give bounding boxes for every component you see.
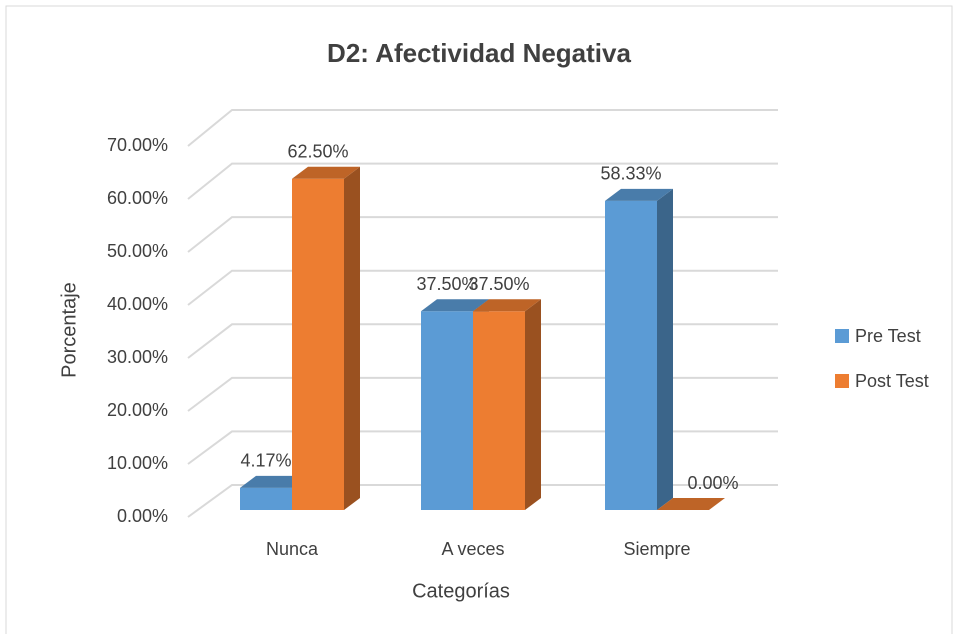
chart-title: D2: Afectividad Negativa: [327, 38, 631, 68]
y-tick-label: 10.00%: [107, 453, 168, 473]
bar-front: [292, 178, 344, 510]
data-label: 58.33%: [600, 164, 661, 184]
bar-front: [240, 487, 292, 510]
grid-line: [187, 216, 778, 253]
y-tick-label: 50.00%: [107, 241, 168, 261]
y-tick-label: 60.00%: [107, 188, 168, 208]
bar-side: [525, 299, 541, 510]
bar-top: [421, 299, 489, 312]
bar: [605, 188, 673, 510]
bar-side: [344, 166, 360, 510]
bar-front: [473, 311, 525, 510]
y-tick-label: 40.00%: [107, 294, 168, 314]
grid-line: [187, 323, 778, 359]
x-tick-label: Siempre: [623, 539, 690, 559]
bar-front: [421, 311, 473, 510]
y-tick-label: 20.00%: [107, 400, 168, 420]
y-axis-label: Porcentaje: [58, 282, 80, 378]
x-tick-label: A veces: [441, 539, 504, 559]
data-label: 0.00%: [687, 473, 738, 493]
bar: [473, 299, 541, 510]
y-tick-label: 70.00%: [107, 135, 168, 155]
grid-line: [187, 109, 778, 147]
grid-line: [187, 376, 778, 412]
bar-side: [657, 188, 673, 510]
legend-swatch: [835, 374, 849, 388]
y-tick-label: 30.00%: [107, 347, 168, 367]
grid-line: [187, 269, 778, 306]
y-tick-label: 0.00%: [117, 506, 168, 526]
data-label: 37.50%: [468, 274, 529, 294]
legend-swatch: [835, 329, 849, 343]
bar-top: [657, 498, 725, 510]
grid-line: [187, 430, 778, 465]
x-axis-label: Categorías: [412, 580, 510, 602]
grid-line: [187, 484, 778, 518]
legend-label: Pre Test: [855, 326, 921, 346]
bar: [292, 166, 360, 510]
bar-front: [605, 200, 657, 510]
data-label: 62.50%: [287, 142, 348, 162]
bar-top: [473, 299, 541, 312]
bar-top: [240, 475, 308, 488]
x-tick-label: Nunca: [266, 539, 319, 559]
bar-top: [292, 166, 360, 179]
grid-line: [187, 162, 778, 200]
data-label: 37.50%: [416, 274, 477, 294]
bar-top: [605, 188, 673, 201]
legend-label: Post Test: [855, 371, 929, 391]
bar: [657, 498, 725, 510]
data-label: 4.17%: [240, 451, 291, 471]
